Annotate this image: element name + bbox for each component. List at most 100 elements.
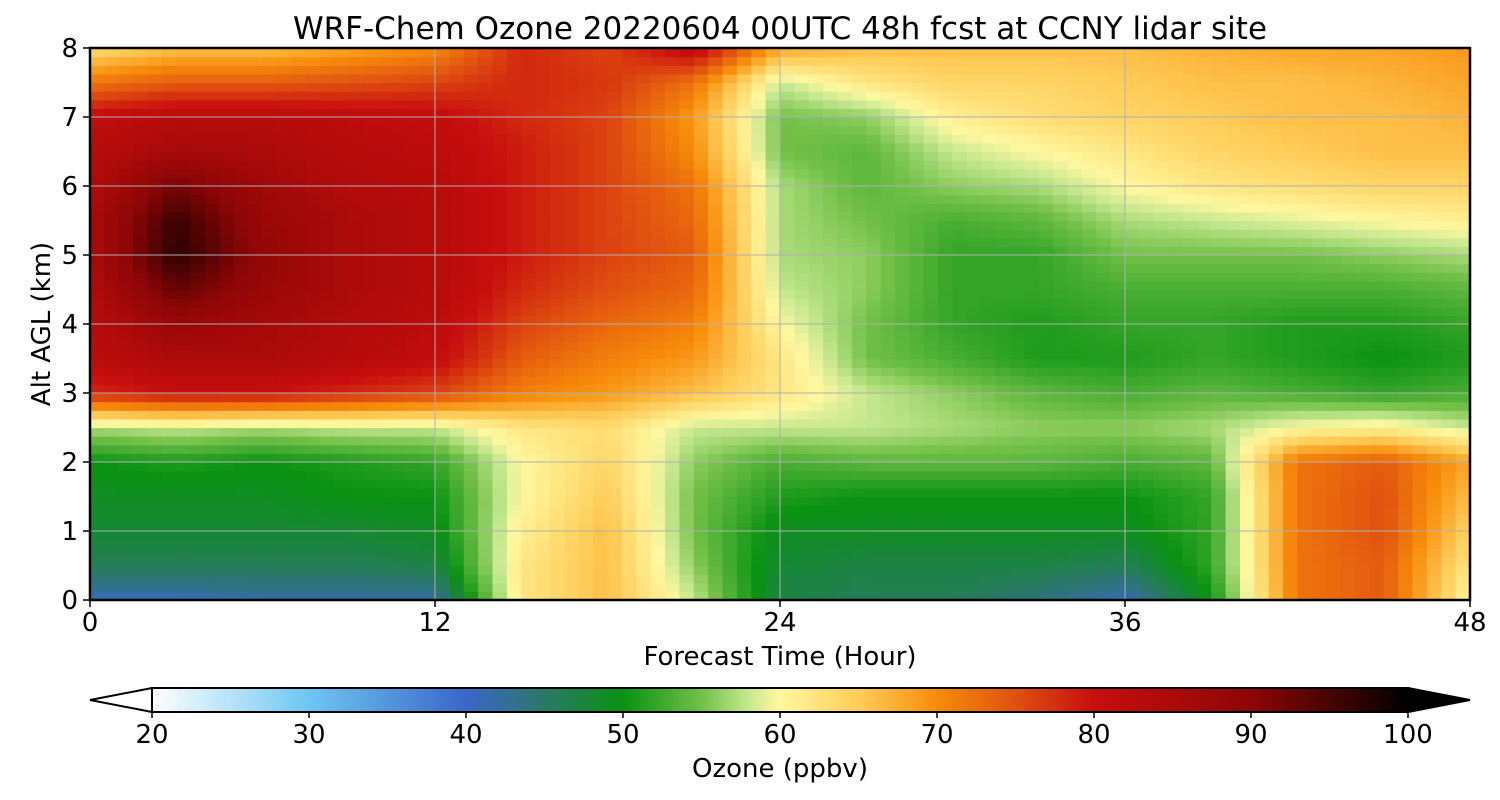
heatmap-cell: [449, 505, 465, 515]
heatmap-cell: [1240, 263, 1255, 273]
heatmap-cell: [995, 194, 1011, 204]
heatmap-cell: [1254, 280, 1270, 291]
heatmap-cell: [104, 263, 120, 273]
heatmap-cell: [161, 220, 177, 230]
heatmap-cell: [90, 332, 105, 342]
heatmap-cell: [1426, 211, 1442, 222]
heatmap-cell: [1024, 453, 1040, 463]
heatmap-cell: [679, 548, 695, 558]
heatmap-cell: [1398, 280, 1414, 291]
heatmap-cell: [391, 462, 407, 472]
heatmap-cell: [1355, 410, 1370, 420]
heatmap-cell: [1412, 427, 1428, 437]
heatmap-cell: [1441, 151, 1457, 161]
heatmap-cell: [1254, 168, 1270, 178]
heatmap-cell: [291, 151, 307, 161]
heatmap-cell: [535, 582, 551, 592]
heatmap-cell: [938, 263, 954, 273]
heatmap-cell: [693, 341, 709, 351]
heatmap-cell: [1024, 306, 1040, 316]
heatmap-cell: [161, 487, 177, 498]
heatmap-cell: [1268, 306, 1284, 316]
heatmap-cell: [320, 263, 335, 273]
heatmap-cell: [866, 401, 882, 411]
heatmap-cell: [1067, 462, 1083, 472]
heatmap-cell: [823, 194, 839, 204]
heatmap-cell: [1010, 160, 1025, 170]
heatmap-cell: [808, 211, 824, 222]
heatmap-cell: [880, 548, 896, 558]
heatmap-cell: [837, 280, 853, 291]
heatmap-cell: [104, 168, 120, 178]
heatmap-cell: [463, 306, 479, 316]
heatmap-cell: [1340, 220, 1356, 230]
heatmap-cell: [1326, 220, 1342, 230]
heatmap-cell: [1139, 375, 1155, 385]
heatmap-cell: [1024, 556, 1040, 567]
plot-area: [88, 46, 1472, 602]
heatmap-cell: [780, 246, 795, 256]
heatmap-cell: [995, 358, 1011, 368]
heatmap-cell: [478, 298, 494, 308]
heatmap-cell: [118, 315, 134, 325]
heatmap-cell: [205, 496, 220, 506]
heatmap-cell: [449, 522, 465, 532]
heatmap-cell: [966, 436, 982, 446]
heatmap-cell: [147, 211, 163, 222]
heatmap-cell: [1053, 453, 1069, 463]
heatmap-cell: [1311, 470, 1327, 480]
heatmap-cell: [693, 513, 709, 523]
heatmap-cell: [1010, 306, 1025, 316]
heatmap-cell: [938, 522, 954, 532]
heatmap-cell: [449, 591, 465, 601]
heatmap-cell: [981, 246, 997, 256]
heatmap-cell: [1211, 531, 1227, 541]
heatmap-cell: [205, 177, 220, 187]
heatmap-cell: [550, 160, 565, 170]
heatmap-cell: [578, 531, 594, 541]
heatmap-cell: [233, 410, 249, 420]
heatmap-cell: [176, 332, 192, 342]
heatmap-cell: [909, 548, 925, 558]
heatmap-cell: [550, 151, 565, 161]
heatmap-cell: [1110, 280, 1126, 291]
heatmap-cell: [506, 556, 522, 567]
heatmap-cell: [276, 168, 292, 178]
heatmap-cell: [1426, 513, 1442, 523]
heatmap-cell: [607, 341, 623, 351]
heatmap-cell: [564, 186, 580, 196]
heatmap-cell: [1182, 591, 1198, 601]
heatmap-cell: [1010, 418, 1025, 429]
heatmap-cell: [679, 574, 695, 584]
heatmap-cell: [938, 272, 954, 282]
heatmap-cell: [1326, 410, 1342, 420]
heatmap-cell: [104, 479, 120, 489]
heatmap-cell: [492, 384, 508, 394]
heatmap-cell: [1139, 358, 1155, 368]
heatmap-cell: [679, 306, 695, 316]
heatmap-cell: [765, 263, 781, 273]
heatmap-cell: [952, 393, 968, 403]
heatmap-cell: [1153, 151, 1169, 161]
heatmap-cell: [1283, 410, 1299, 420]
heatmap-cell: [722, 487, 738, 498]
heatmap-cell: [650, 220, 666, 230]
heatmap-cell: [837, 427, 853, 437]
heatmap-cell: [1398, 479, 1414, 489]
heatmap-cell: [578, 358, 594, 368]
heatmap-cell: [607, 384, 623, 394]
heatmap-cell: [1297, 237, 1313, 247]
heatmap-cell: [176, 444, 192, 454]
heatmap-cell: [564, 151, 580, 161]
heatmap-cell: [1355, 160, 1370, 170]
heatmap-cell: [521, 393, 537, 403]
heatmap-cell: [1010, 324, 1025, 334]
heatmap-cell: [1110, 168, 1126, 178]
heatmap-cell: [1441, 513, 1457, 523]
heatmap-cell: [794, 556, 810, 567]
heatmap-cell: [478, 280, 494, 291]
heatmap-cell: [420, 522, 436, 532]
heatmap-cell: [722, 324, 738, 334]
heatmap-cell: [765, 220, 781, 230]
heatmap-cell: [348, 289, 364, 299]
